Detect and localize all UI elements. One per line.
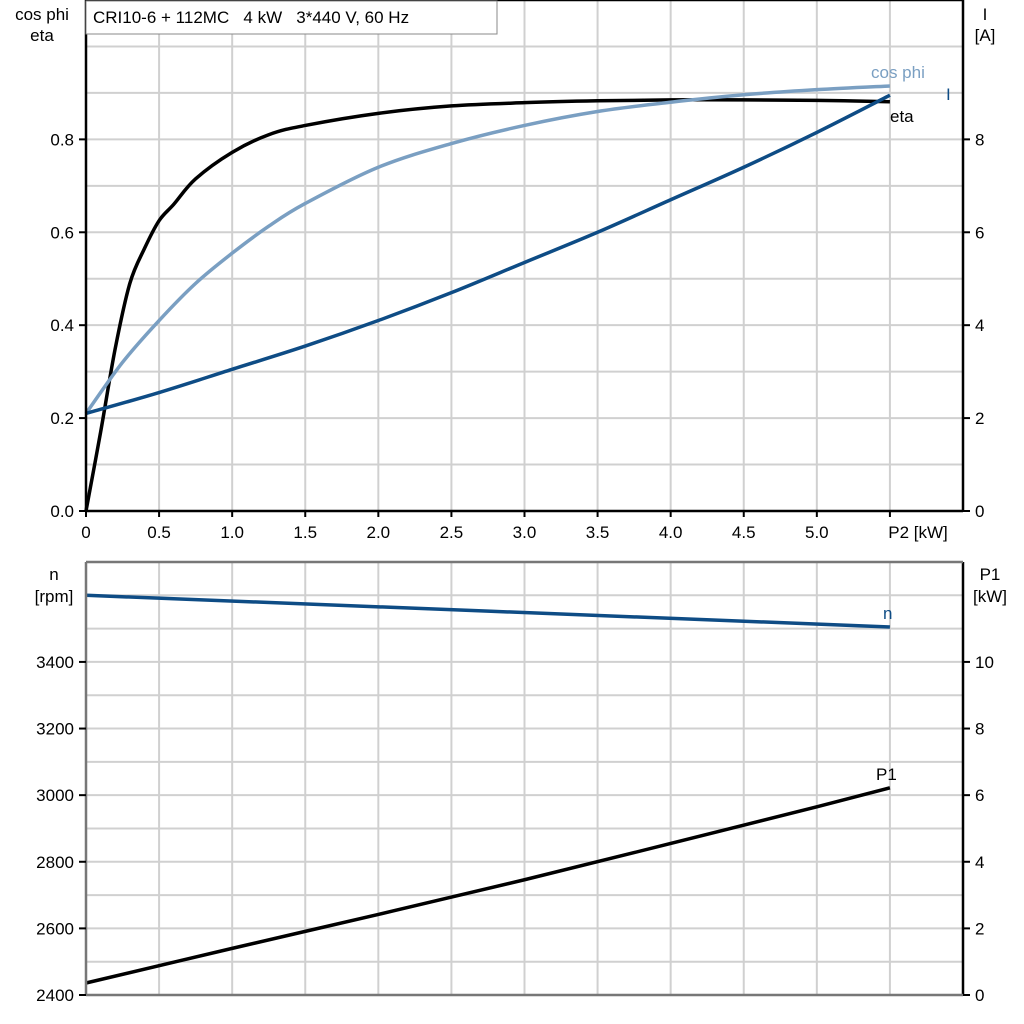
bottom-right-axis-label-2: [kW] <box>973 587 1007 606</box>
right-tick-label: 2 <box>975 919 984 938</box>
x-tick-label: 4.5 <box>732 523 756 542</box>
right-axis-label-2: [A] <box>975 26 996 45</box>
series-line-cos-phi <box>84 84 891 415</box>
x-tick-label: 3.5 <box>586 523 610 542</box>
x-tick-label: 1.0 <box>220 523 244 542</box>
right-axis-label-1: I <box>983 5 988 24</box>
right-tick-label: 6 <box>975 223 984 242</box>
top-grid <box>86 0 963 511</box>
right-tick-label: 6 <box>975 786 984 805</box>
left-tick-label: 0.2 <box>50 409 74 428</box>
bottom-left-axis-label-1: n <box>49 565 58 584</box>
series-label-n: n <box>883 604 892 623</box>
left-tick-label: 2800 <box>36 853 74 872</box>
series-label-i: I <box>946 85 951 104</box>
left-axis-label-1: cos phi <box>15 5 69 24</box>
bottom-grid <box>86 561 963 995</box>
series-line-n <box>85 593 890 629</box>
left-tick-label: 3000 <box>36 786 74 805</box>
right-tick-label: 10 <box>975 653 994 672</box>
x-tick-label: 2.5 <box>440 523 464 542</box>
left-tick-label: 2600 <box>36 919 74 938</box>
series-line-i <box>85 93 891 416</box>
series-label-p1: P1 <box>876 765 897 784</box>
right-tick-label: 0 <box>975 986 984 1005</box>
x-axis-label: P2 [kW] <box>888 523 948 542</box>
right-tick-label: 2 <box>975 409 984 428</box>
x-tick-label: 0.5 <box>147 523 171 542</box>
left-tick-label: 0.0 <box>50 502 74 521</box>
x-tick-label: 2.0 <box>367 523 391 542</box>
x-tick-label: 1.5 <box>293 523 317 542</box>
series-line-eta <box>84 98 890 512</box>
x-tick-label: 4.0 <box>659 523 683 542</box>
x-tick-label: 3.0 <box>513 523 537 542</box>
right-tick-label: 4 <box>975 316 984 335</box>
axes: 0.0 0.2 0.4 0.6 0.8 0 2 4 6 8 0 0.5 1.0 1.5 2.0 2.5 3.0 3… <box>36 0 994 1005</box>
x-tick-label: 5.0 <box>805 523 829 542</box>
top-series <box>84 84 891 512</box>
series-label-eta: eta <box>890 107 914 126</box>
left-tick-label: 0.6 <box>50 223 74 242</box>
bottom-right-axis-label-1: P1 <box>980 565 1001 584</box>
right-tick-label: 8 <box>975 720 984 739</box>
right-tick-label: 0 <box>975 502 984 521</box>
x-tick-label: 0 <box>81 523 90 542</box>
left-tick-label: 2400 <box>36 986 74 1005</box>
right-tick-label: 8 <box>975 130 984 149</box>
series-line-p1 <box>85 786 891 985</box>
title-box <box>85 0 498 35</box>
left-axis-label-2: eta <box>30 26 54 45</box>
bottom-series <box>85 593 891 985</box>
left-tick-label: 0.8 <box>50 130 74 149</box>
left-tick-label: 3400 <box>36 653 74 672</box>
left-tick-label: 0.4 <box>50 316 74 335</box>
bottom-left-axis-label-2: [rpm] <box>35 587 74 606</box>
right-tick-label: 4 <box>975 853 984 872</box>
chart-title: CRI10-6 + 112MC 4 kW 3*440 V, 60 Hz <box>93 8 409 27</box>
left-tick-label: 3200 <box>36 720 74 739</box>
series-label-cos-phi: cos phi <box>871 63 925 82</box>
labels: CRI10-6 + 112MC 4 kW 3*440 V, 60 Hz cos … <box>15 0 1007 784</box>
